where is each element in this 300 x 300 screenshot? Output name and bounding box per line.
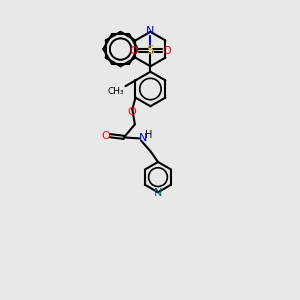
Text: O: O xyxy=(130,46,139,56)
Text: S: S xyxy=(146,44,154,57)
Text: CH₃: CH₃ xyxy=(108,87,124,96)
Text: H: H xyxy=(145,130,152,140)
Text: O: O xyxy=(162,46,171,56)
Text: N: N xyxy=(146,26,154,36)
Text: O: O xyxy=(128,107,136,117)
Text: N: N xyxy=(154,188,162,198)
Text: N: N xyxy=(139,133,147,142)
Text: O: O xyxy=(102,131,110,141)
